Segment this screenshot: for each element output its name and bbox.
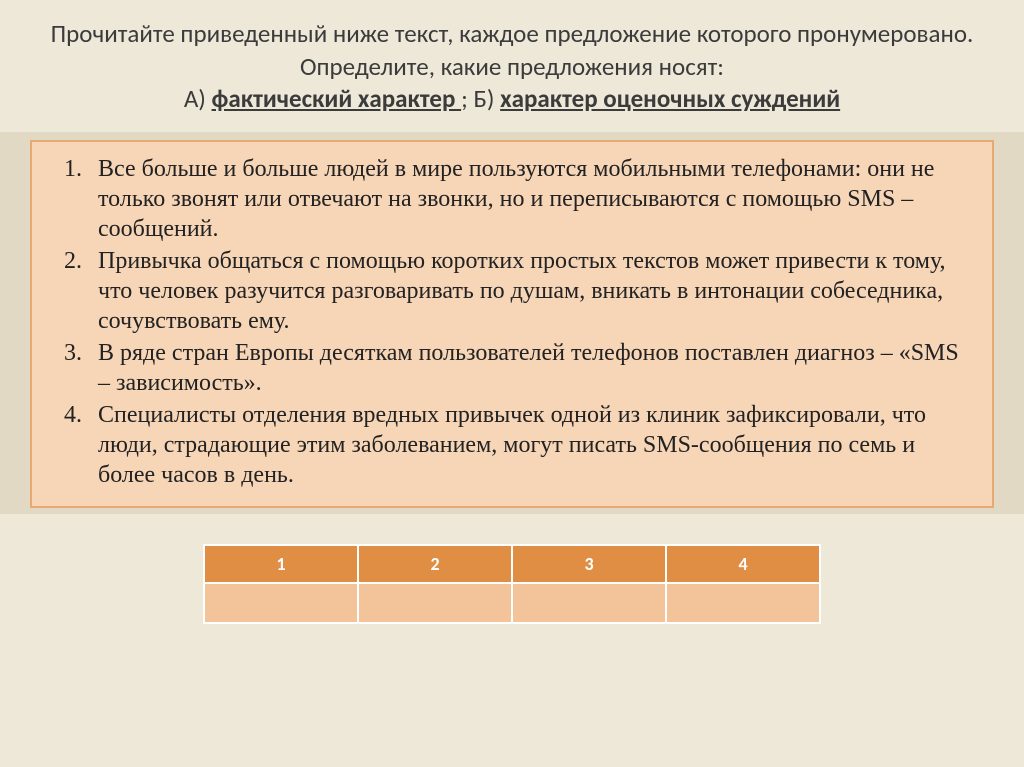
statement-1: Все больше и больше людей в мире пользую… xyxy=(88,154,974,244)
statements-list: Все больше и больше людей в мире пользую… xyxy=(50,154,974,490)
col-header-1: 1 xyxy=(204,545,358,583)
statement-2: Привычка общаться с помощью коротких про… xyxy=(88,246,974,336)
answer-cell-3[interactable] xyxy=(512,583,666,623)
option-a-label: А) xyxy=(184,83,212,114)
col-header-3: 3 xyxy=(512,545,666,583)
table-answer-row xyxy=(204,583,820,623)
table-header-row: 1 2 3 4 xyxy=(204,545,820,583)
title-intro: Прочитайте приведенный ниже текст, каждо… xyxy=(51,18,974,82)
answer-cell-1[interactable] xyxy=(204,583,358,623)
content-band: Все больше и больше людей в мире пользую… xyxy=(0,132,1024,514)
statement-3: В ряде стран Европы десяткам пользовател… xyxy=(88,338,974,398)
answer-cell-2[interactable] xyxy=(358,583,512,623)
col-header-4: 4 xyxy=(666,545,820,583)
statements-box: Все больше и больше людей в мире пользую… xyxy=(30,140,994,508)
col-header-2: 2 xyxy=(358,545,512,583)
answer-table: 1 2 3 4 xyxy=(203,544,821,624)
options-separator: ; xyxy=(461,83,473,114)
option-a-text: фактический характер xyxy=(212,83,462,114)
slide-title: Прочитайте приведенный ниже текст, каждо… xyxy=(0,0,1024,132)
answer-table-wrap: 1 2 3 4 xyxy=(0,544,1024,624)
option-b-text: характер оценочных суждений xyxy=(500,83,840,114)
slide: Прочитайте приведенный ниже текст, каждо… xyxy=(0,0,1024,767)
answer-cell-4[interactable] xyxy=(666,583,820,623)
option-b-label: Б) xyxy=(473,83,500,114)
statement-4: Специалисты отделения вредных привычек о… xyxy=(88,400,974,490)
